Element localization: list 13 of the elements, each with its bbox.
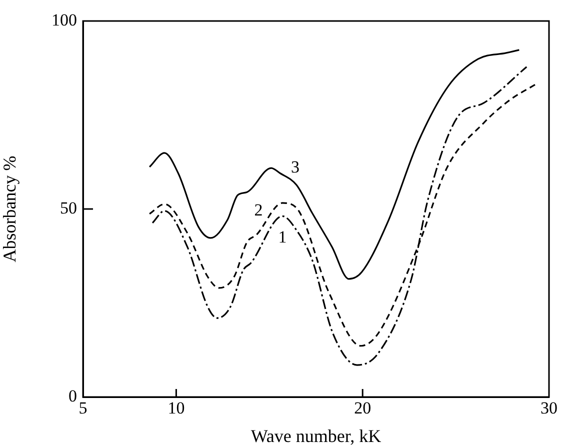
x-tick-label: 5	[78, 398, 88, 418]
x-tick-label: 30	[540, 398, 558, 418]
y-axis-title: Absorbancy %	[0, 156, 20, 262]
x-tick-label: 20	[354, 398, 372, 418]
series-label: 1	[278, 228, 287, 247]
x-tick-label: 10	[168, 398, 185, 418]
x-axis-title: Wave number, kK	[250, 426, 382, 446]
y-tick-label: 0	[68, 386, 77, 406]
series-label: 2	[254, 200, 263, 220]
y-tick-label: 100	[52, 10, 77, 30]
y-tick-label: 50	[60, 198, 77, 218]
line-series	[148, 49, 520, 280]
series-label: 3	[291, 157, 300, 176]
